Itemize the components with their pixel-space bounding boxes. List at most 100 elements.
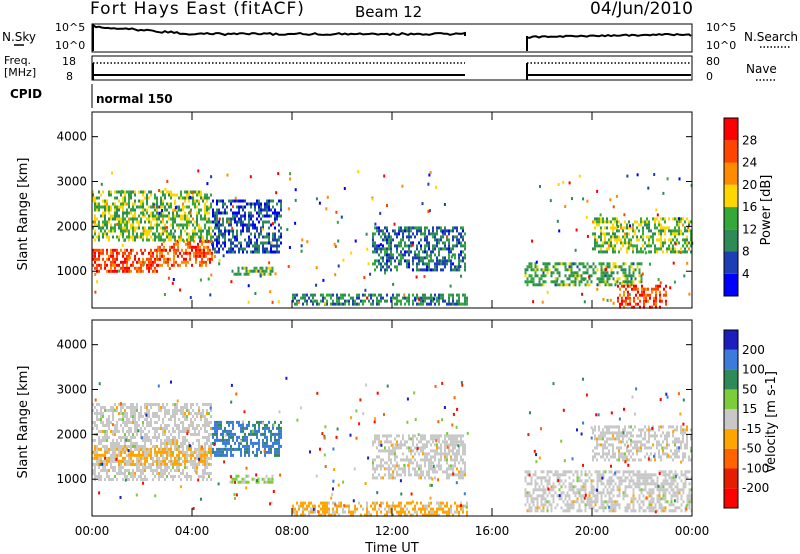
echo-cell — [596, 244, 598, 248]
echo-cell — [242, 250, 244, 254]
echo-cell — [122, 226, 124, 230]
echo-cell — [444, 229, 446, 233]
echo-cell — [464, 443, 466, 447]
echo-cell — [532, 268, 535, 272]
echo-cell — [424, 446, 426, 450]
echo-cell — [338, 501, 340, 505]
echo-cell — [205, 263, 207, 267]
echo-cell — [188, 238, 190, 242]
echo-cell — [240, 229, 242, 233]
echo-cell — [176, 214, 178, 218]
echo-cell — [186, 472, 188, 475]
echo-cell — [430, 302, 432, 306]
echo-cell — [632, 262, 635, 266]
echo-cell — [306, 507, 308, 511]
echo-cell — [362, 302, 364, 306]
echo-cell — [180, 409, 182, 412]
echo-cell — [173, 257, 175, 261]
echo-cell — [118, 205, 120, 209]
echo-cell — [182, 406, 184, 409]
echo-cell — [638, 250, 640, 254]
echo-cell — [276, 211, 278, 215]
echo-cell — [624, 280, 627, 284]
echo-cell — [544, 500, 547, 504]
echo-cell — [177, 263, 179, 267]
echo-cell — [426, 250, 428, 254]
echo-cell — [248, 450, 250, 454]
echo-cell — [162, 205, 164, 209]
echo-cell — [690, 244, 692, 248]
echo-cell — [166, 475, 168, 478]
echo-cell — [248, 220, 250, 224]
echo-cell — [94, 214, 96, 218]
echo-cell — [160, 472, 162, 475]
echo-cell — [98, 269, 100, 273]
echo-cell — [528, 491, 531, 495]
echo-cell — [134, 475, 136, 478]
echo-cell — [118, 403, 120, 406]
echo-cell — [230, 229, 232, 233]
echo-cell — [434, 437, 436, 441]
echo-cell — [606, 283, 609, 287]
echo-cell — [144, 475, 146, 478]
echo-cell — [144, 248, 146, 252]
echo-cell — [442, 452, 444, 456]
echo-cell — [258, 250, 260, 254]
echo-cell — [560, 494, 563, 498]
echo-cell — [116, 447, 118, 451]
echo-cell — [134, 211, 136, 215]
echo-cell — [534, 485, 537, 489]
echo-cell — [350, 296, 352, 300]
echo-cell — [226, 450, 228, 454]
echo-cell — [160, 205, 162, 209]
echo-cell — [554, 268, 557, 272]
echo-cell — [166, 469, 168, 472]
echo-cell — [96, 447, 98, 451]
echo-cell — [130, 269, 132, 273]
echo-cell — [186, 418, 188, 421]
echo-cell — [416, 449, 418, 453]
echo-cell — [424, 458, 426, 462]
echo-cell — [542, 271, 545, 275]
echo-cell — [116, 478, 118, 481]
echo-cell — [464, 504, 466, 508]
echo-cell — [404, 302, 406, 306]
echo-cell — [196, 214, 198, 218]
echo-cell — [462, 238, 464, 242]
echo-cell — [662, 244, 664, 248]
echo-cell — [440, 293, 442, 297]
echo-cell — [162, 469, 164, 472]
echo-cell — [274, 238, 276, 242]
echo-cell — [642, 232, 644, 236]
echo-cell — [430, 253, 432, 257]
echo-cell — [262, 235, 264, 239]
echo-cell — [602, 268, 605, 272]
echo-cell — [146, 459, 148, 463]
echo-cell — [100, 447, 102, 451]
echo-cell — [160, 469, 162, 472]
echo-cell — [96, 418, 98, 421]
echo-cell — [188, 211, 190, 215]
echo-cell — [602, 271, 605, 275]
echo-cell — [372, 232, 374, 236]
echo-cell — [466, 299, 468, 303]
echo-cell — [446, 235, 449, 239]
echo-cell — [690, 229, 692, 233]
echo-cell — [312, 300, 314, 304]
echo-cell — [142, 190, 144, 194]
echo-cell — [92, 196, 94, 200]
echo-cell — [606, 298, 609, 302]
echo-cell — [388, 470, 390, 474]
echo-cell — [116, 409, 118, 412]
echo-cell — [274, 214, 276, 218]
echo-cell — [384, 268, 386, 272]
echo-cell — [622, 280, 625, 284]
echo-cell — [198, 459, 200, 463]
echo-cell — [247, 284, 250, 288]
echo-cell — [438, 262, 440, 266]
echo-cell — [108, 257, 110, 261]
echo-cell — [324, 301, 327, 305]
echo-cell — [114, 217, 116, 221]
echo-cell — [154, 196, 156, 200]
echo-cell — [272, 244, 274, 248]
